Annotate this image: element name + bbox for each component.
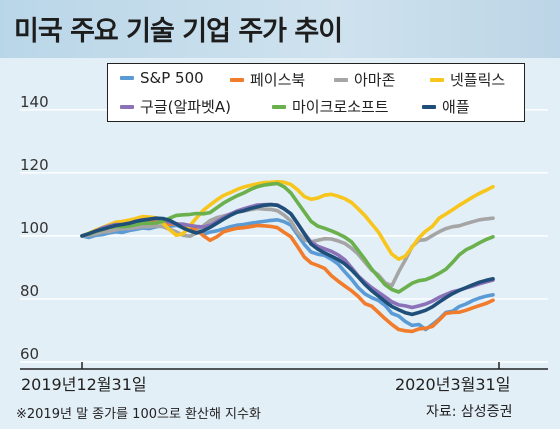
y-tick-label-120: 120 — [20, 156, 49, 174]
y-tick-label-60: 60 — [20, 345, 39, 363]
legend-item-4: 구글(알파벳A) — [120, 96, 231, 117]
header-banner: 미국 주요 기술 기업 주가 추이 — [0, 0, 560, 58]
x-tick-label-end: 2020년3월31일 — [395, 375, 511, 394]
legend-swatch-4 — [120, 104, 134, 109]
y-tick-label-100: 100 — [20, 219, 49, 237]
legend-label-1: 페이스북 — [250, 71, 306, 89]
series-line-5 — [80, 181, 495, 294]
legend-label-4: 구글(알파벳A) — [140, 98, 231, 116]
legend-item-2: 아마존 — [334, 69, 395, 90]
legend-label-3: 넷플릭스 — [450, 71, 506, 89]
series-line-3 — [80, 179, 495, 261]
y-tick-label-140: 140 — [20, 93, 49, 111]
legend-swatch-2 — [334, 77, 348, 82]
y-tick-label-80: 80 — [20, 282, 39, 300]
legend-swatch-0 — [120, 76, 134, 80]
legend-label-5: 마이크로소프트 — [292, 98, 389, 116]
source-note: 자료: 삼성증권 — [426, 404, 513, 420]
legend-item-5: 마이크로소프트 — [272, 96, 389, 117]
legend-swatch-1 — [230, 77, 244, 82]
legend-item-3: 넷플릭스 — [430, 69, 505, 90]
legend-swatch-5 — [272, 104, 286, 109]
chart-title: 미국 주요 기술 기업 주가 추이 — [14, 16, 343, 47]
legend-item-0: S&P 500 — [120, 69, 204, 87]
legend-swatch-6 — [422, 104, 436, 109]
legend-item-6: 애플 — [422, 96, 470, 117]
series-line-2 — [80, 206, 495, 288]
legend-label-6: 애플 — [442, 98, 470, 116]
legend-label-0: S&P 500 — [140, 69, 204, 87]
legend-label-2: 아마존 — [354, 71, 396, 89]
footnote: ※2019년 말 종가를 100으로 환산해 지수화 — [16, 407, 261, 422]
legend-swatch-3 — [430, 77, 444, 82]
legend-item-1: 페이스북 — [230, 69, 305, 90]
series-line-6 — [80, 202, 495, 317]
x-tick-label-start: 2019년12월31일 — [21, 375, 147, 394]
